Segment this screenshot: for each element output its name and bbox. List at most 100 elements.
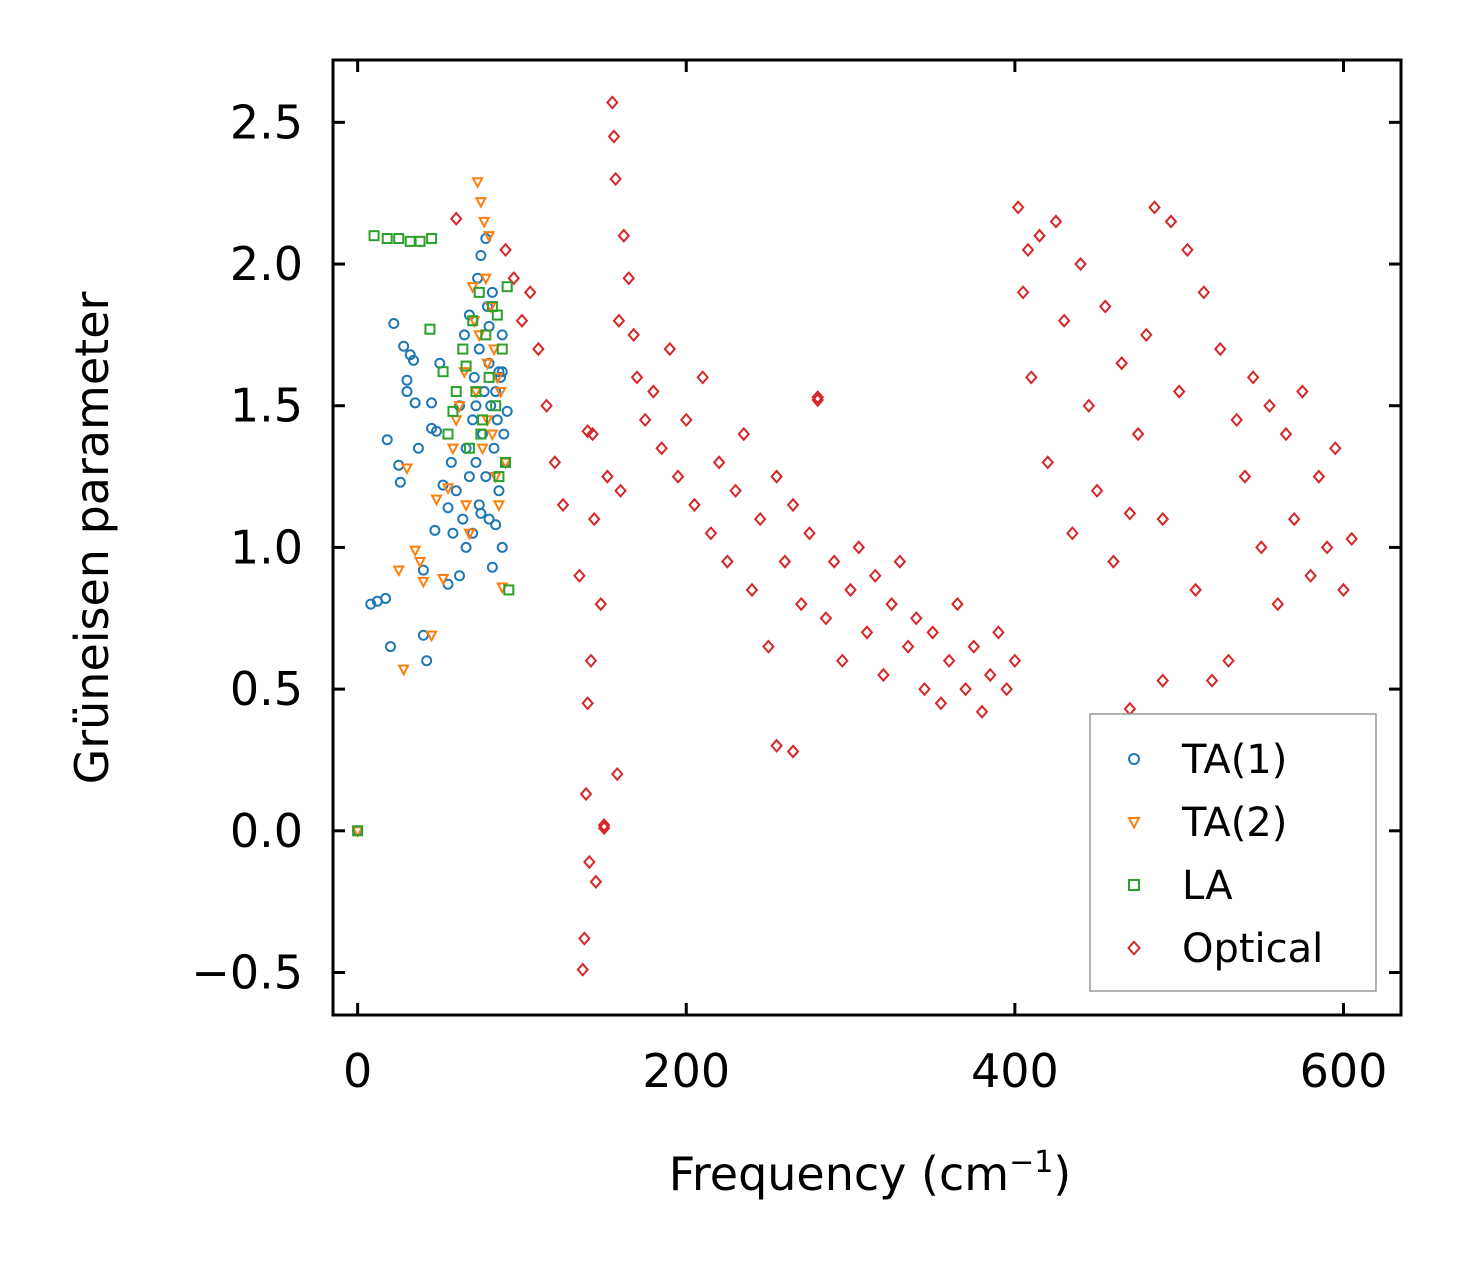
- data-point: [770, 469, 783, 484]
- data-point: [457, 343, 469, 355]
- data-point: [934, 696, 948, 711]
- legend-marker-ta-1: [1128, 753, 1140, 765]
- data-point: [365, 598, 377, 610]
- data-point: [385, 641, 397, 653]
- data-point: [496, 541, 508, 553]
- data-point: [1021, 242, 1035, 258]
- data-point: [753, 511, 767, 527]
- data-point: [688, 497, 701, 513]
- data-point: [463, 309, 475, 321]
- data-point: [594, 596, 608, 612]
- data-point: [1222, 653, 1235, 668]
- data-point: [983, 667, 997, 683]
- data-point: [704, 526, 718, 541]
- data-point: [663, 341, 677, 357]
- data-point: [579, 786, 593, 802]
- data-point: [893, 554, 907, 569]
- data-point: [647, 384, 660, 399]
- data-point: [445, 456, 457, 468]
- legend-label: TA(1): [1181, 737, 1287, 783]
- data-point: [1181, 242, 1194, 258]
- data-point: [425, 630, 438, 643]
- data-point: [450, 386, 462, 398]
- data-point: [1131, 426, 1145, 442]
- data-point: [1011, 200, 1025, 215]
- data-point: [951, 596, 964, 612]
- data-point: [1082, 398, 1096, 413]
- data-point: [587, 511, 601, 527]
- data-point: [496, 329, 508, 341]
- data-point: [614, 483, 627, 498]
- data-point: [556, 497, 570, 513]
- data-point: [491, 414, 503, 426]
- data-point: [712, 455, 726, 470]
- data-point: [778, 554, 792, 569]
- data-point: [1213, 341, 1227, 357]
- data-point: [492, 500, 506, 513]
- data-point: [400, 463, 414, 476]
- data-point: [500, 456, 512, 468]
- data-point: [394, 476, 406, 488]
- data-point: [475, 250, 487, 262]
- data-point: [576, 962, 590, 977]
- data-point: [473, 286, 485, 298]
- data-point: [442, 428, 454, 440]
- data-point: [404, 349, 416, 361]
- data-point: [490, 400, 502, 412]
- data-point: [493, 471, 505, 483]
- data-point: [586, 426, 599, 442]
- data-point: [417, 564, 429, 576]
- data-point: [417, 576, 430, 589]
- data-point: [770, 738, 783, 753]
- data-point: [1197, 285, 1211, 300]
- data-point: [609, 171, 622, 187]
- data-point: [1271, 596, 1285, 612]
- data-point: [762, 639, 775, 654]
- plot-frame: [331, 58, 1403, 1017]
- data-point: [470, 456, 482, 468]
- data-point: [589, 874, 603, 889]
- data-point: [460, 360, 472, 372]
- y-tick-label: −0.5: [191, 945, 303, 999]
- data-point: [786, 744, 800, 759]
- data-point: [446, 443, 460, 456]
- data-point: [496, 343, 508, 355]
- x-axis-label: Frequency (cm−1): [669, 1145, 1072, 1201]
- data-point: [1016, 285, 1030, 300]
- data-point: [573, 568, 586, 583]
- data-point: [1123, 506, 1137, 521]
- data-point: [421, 655, 433, 667]
- data-point: [479, 273, 492, 286]
- data-point: [583, 854, 596, 870]
- data-point: [1287, 511, 1301, 527]
- data-point: [1328, 441, 1342, 456]
- data-point: [381, 233, 393, 245]
- data-point: [581, 696, 594, 711]
- data-point: [467, 315, 479, 327]
- data-point: [480, 471, 492, 483]
- data-point: [442, 502, 454, 514]
- data-point: [1337, 582, 1350, 598]
- data-point: [436, 573, 450, 586]
- data-point: [454, 570, 466, 582]
- data-point: [501, 281, 513, 293]
- data-point: [1000, 681, 1013, 697]
- data-point: [918, 681, 931, 697]
- data-point: [578, 931, 591, 946]
- data-point: [408, 354, 420, 366]
- data-point: [737, 426, 751, 442]
- data-point: [1246, 370, 1260, 385]
- data-point: [493, 485, 505, 497]
- data-point: [1279, 426, 1293, 442]
- data-point: [630, 370, 644, 385]
- x-tick-label: 200: [642, 1044, 730, 1098]
- data-point: [381, 434, 393, 446]
- data-point: [441, 483, 455, 496]
- series-la: [352, 230, 515, 837]
- data-point: [496, 366, 508, 378]
- data-point: [1074, 256, 1087, 272]
- data-point: [501, 405, 513, 417]
- data-point: [601, 469, 614, 484]
